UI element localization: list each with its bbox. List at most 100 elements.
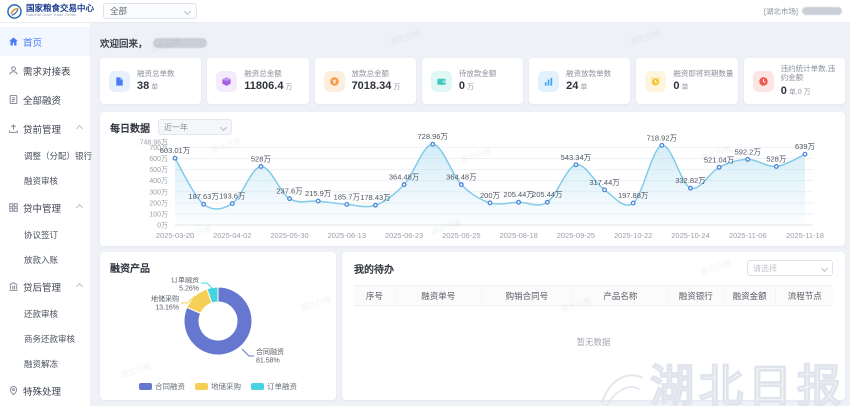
stat-card-text: 待放款金额 0 万 xyxy=(459,69,497,92)
svg-text:718.92万: 718.92万 xyxy=(647,133,678,142)
data-point xyxy=(258,164,264,169)
chevron-down-icon xyxy=(183,7,192,15)
todo-empty-state: 暂无数据 xyxy=(576,337,611,347)
brand: 国家粮食交易中心 National Grain Trade Center xyxy=(0,3,95,19)
sidebar-subitem-agreement-signing[interactable]: 协议签订 xyxy=(24,229,59,240)
svg-text:600万: 600万 xyxy=(149,155,168,163)
stat-card-label: 融资总单数 xyxy=(137,68,175,78)
sidebar-item-label: 需求对接表 xyxy=(23,66,71,78)
legend-item-合同融资[interactable]: 合同融资 xyxy=(139,381,185,392)
market-select[interactable]: 全部 xyxy=(103,3,197,19)
stat-card-total-disbursement-amount: 放款总金额 7018.34 万 xyxy=(314,58,416,104)
legend-label: 订单融资 xyxy=(267,382,297,391)
svg-text:521.04万: 521.04万 xyxy=(704,155,735,164)
svg-text:237.6万: 237.6万 xyxy=(276,187,303,196)
svg-text:2025-10-22: 2025-10-22 xyxy=(614,231,652,240)
data-point xyxy=(745,156,751,162)
bank-icon xyxy=(8,281,19,292)
todo-column-header: 购销合同号 xyxy=(480,289,572,302)
svg-text:592.2万: 592.2万 xyxy=(735,147,762,156)
sidebar-subitem-repayment-review[interactable]: 还款审核 xyxy=(24,308,59,319)
stat-card-unit: 单 xyxy=(580,84,588,92)
svg-text:100万: 100万 xyxy=(149,210,168,218)
svg-text:2025-06-13: 2025-06-13 xyxy=(328,231,366,240)
sidebar-subitem-financing-unfreeze[interactable]: 融资解冻 xyxy=(24,358,59,369)
sidebar-menu: 首页需求对接表全部融资贷前管理调整（分配）银行 融资审核贷中管理协议签订放款入账贷… xyxy=(0,22,93,406)
date-range-value: 近一年 xyxy=(164,122,188,132)
data-points: 603.01万 187.63万 193.6万 528万 237.6万 215.9万 185.… xyxy=(160,132,816,208)
stat-card-default-statistics: 违约统计单数,违约金额 0 单,0 万 xyxy=(743,58,845,104)
stat-card-label: 融资即将到期数量 xyxy=(673,68,734,78)
legend-swatch xyxy=(195,383,208,390)
sidebar-item-all-financing[interactable]: 全部融资 xyxy=(0,85,90,114)
legend-item-地储采购[interactable]: 地储采购 xyxy=(195,381,241,392)
sidebar-item-label: 首页 xyxy=(23,37,43,49)
grain-center-logo-icon xyxy=(7,3,22,19)
todo-filter-select[interactable]: 请选择 xyxy=(747,260,833,276)
brand-subtitle: National Grain Trade Center xyxy=(26,12,77,18)
svg-text:317.44万: 317.44万 xyxy=(589,178,620,187)
sidebar-item-demand-docking[interactable]: 需求对接表 xyxy=(0,56,90,85)
svg-text:193.6万: 193.6万 xyxy=(219,192,246,201)
user-name-redacted[interactable] xyxy=(802,7,842,15)
sidebar-subitem-business-repayment-review[interactable]: 商务还款审核 xyxy=(24,333,76,344)
stat-card-value: 38 xyxy=(137,80,150,93)
sidebar-subitem-loan-entry[interactable]: 放款入账 xyxy=(24,254,59,265)
data-point xyxy=(544,199,550,205)
sidebar-item-pre-loan[interactable]: 贷前管理 xyxy=(0,114,90,143)
svg-text:528万: 528万 xyxy=(251,154,272,163)
todo-column-header: 融资单号 xyxy=(394,289,481,302)
callout-label-订单融资: 订单融资 5.26% xyxy=(171,277,199,293)
legend-label: 合同融资 xyxy=(155,382,185,391)
axis-labels: 748.96万700万600万500万400万300万200万100万0万202… xyxy=(140,139,824,241)
svg-text:364.48万: 364.48万 xyxy=(446,173,477,182)
header-user-area: [湖北市场] xyxy=(764,6,850,17)
stat-card-value: 0 xyxy=(780,84,787,97)
chevron-up-icon xyxy=(75,203,84,212)
donut-slice-订单融资 xyxy=(206,286,219,304)
stat-card-text: 放款总金额 7018.34 万 xyxy=(351,69,401,93)
data-point xyxy=(773,164,779,169)
data-point xyxy=(172,155,178,161)
donut-slice-合同融资 xyxy=(183,286,253,356)
stat-cards-row: 融资总单数 38 单融资总金额 11806.4 万放款总金额 7018.34 万待放款金额 0… xyxy=(100,58,845,104)
legend-item-订单融资[interactable]: 订单融资 xyxy=(251,381,297,392)
sidebar: 首页需求对接表全部融资贷前管理调整（分配）银行 融资审核贷中管理协议签订放款入账贷… xyxy=(0,22,93,406)
stat-card-value: 24 xyxy=(566,80,579,93)
brand-name: 国家粮食交易中心 xyxy=(26,3,95,14)
data-point xyxy=(630,200,636,206)
data-point xyxy=(516,199,522,205)
svg-text:178.43万: 178.43万 xyxy=(360,193,391,202)
stat-card-value: 0 xyxy=(673,80,680,93)
daily-line-chart: 748.96万700万600万500万400万300万200万100万0万202… xyxy=(140,132,824,241)
sidebar-item-special-handling[interactable]: 特殊处理 xyxy=(0,376,90,405)
todo-table-header: 序号 融资单号 购销合同号 产品名称 融资银行 融资金额 流程节点 xyxy=(354,285,833,306)
svg-text:2025-06-23: 2025-06-23 xyxy=(385,231,423,240)
welcome-text: 欢迎回来， xyxy=(100,39,148,50)
stat-card-financing-expiring-count: 融资即将到期数量 0 单 xyxy=(636,58,738,104)
data-point xyxy=(201,201,207,207)
sidebar-subitem-adjust-bank[interactable]: 调整（分配）银行 xyxy=(24,150,93,161)
data-point xyxy=(602,187,607,193)
stat-card-text: 融资总单数 38 单 xyxy=(137,68,175,93)
stat-card-value: 11806.4 xyxy=(244,80,284,93)
svg-text:603.01万: 603.01万 xyxy=(160,146,191,155)
daily-data-panel: 每日数据 近一年 748.96万 700万 600万 500万 400万 300万 200万… xyxy=(100,112,845,246)
data-point xyxy=(315,198,321,204)
chevron-down-icon xyxy=(820,264,829,272)
date-range-select[interactable]: 近一年 xyxy=(158,119,232,135)
svg-text:205.44万: 205.44万 xyxy=(503,190,534,199)
wallet-icon xyxy=(430,70,452,92)
stat-card-value: 7018.34 xyxy=(351,80,392,93)
sidebar-subitem-financing-review[interactable]: 融资审核 xyxy=(24,175,59,186)
grid-icon xyxy=(8,202,19,213)
sidebar-item-home[interactable]: 首页 xyxy=(0,27,90,56)
sidebar-item-in-loan[interactable]: 贷中管理 xyxy=(0,193,90,222)
stat-card-unit: 单 xyxy=(151,84,159,92)
sidebar-item-post-loan[interactable]: 贷后管理 xyxy=(0,272,90,301)
stat-card-total-financing-orders: 融资总单数 38 单 xyxy=(100,58,202,104)
alarm-icon xyxy=(645,70,667,92)
sidebar-item-label: 全部融资 xyxy=(23,95,62,107)
sidebar-item-label: 贷中管理 xyxy=(23,203,62,215)
